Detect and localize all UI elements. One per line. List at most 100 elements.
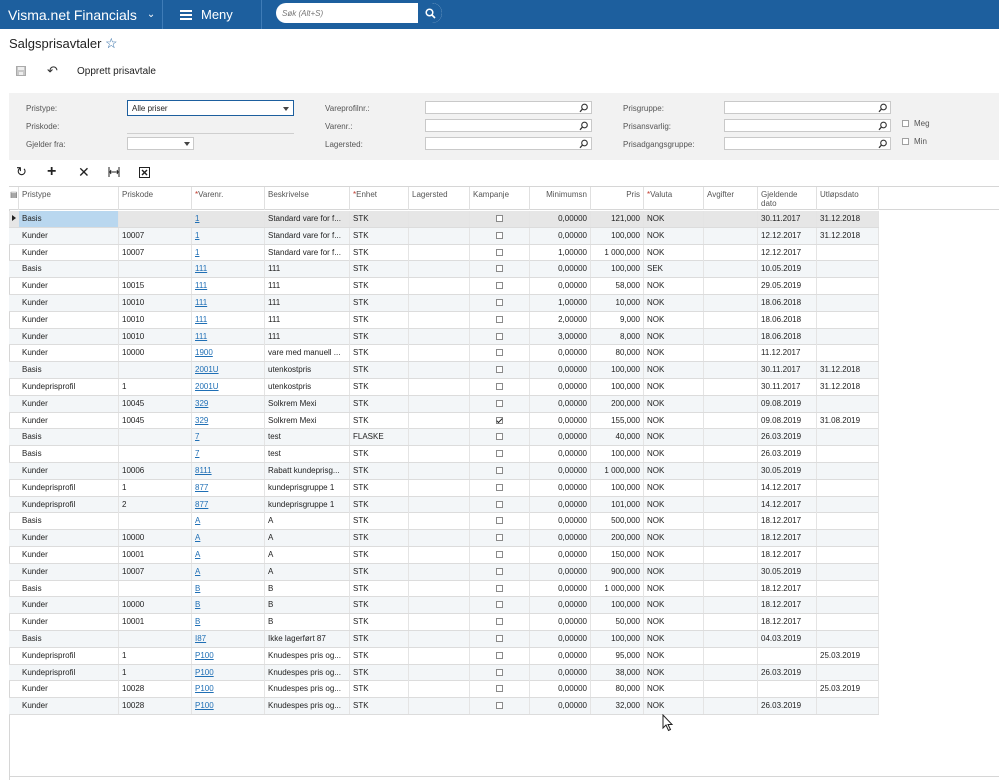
item-link[interactable]: 111	[195, 331, 208, 341]
cell-min[interactable]: 0,00000	[530, 479, 591, 496]
cell-cur[interactable]: NOK	[644, 211, 704, 227]
cell-camp[interactable]	[470, 311, 530, 328]
table-row[interactable]: Kunder 10010 111 111 STK 2,00000 9,000 NOK 18.06…	[9, 311, 879, 329]
cell-cur[interactable]: NOK	[644, 345, 704, 362]
kampanje-checkbox[interactable]	[496, 349, 503, 357]
cell-code[interactable]: 10045	[119, 412, 192, 429]
table-row[interactable]: Kunder 10001 B B STK 0,00000 50,000 NOK 18.12.20…	[9, 614, 879, 631]
cell-desc[interactable]: A	[265, 547, 350, 563]
table-row[interactable]: Kunder 10000 B B STK 0,00000 100,000 NOK 18.12.2…	[9, 597, 879, 615]
cell-cur[interactable]: NOK	[644, 479, 704, 496]
cell-item[interactable]: 1	[192, 211, 265, 227]
cell-desc[interactable]: B	[265, 580, 350, 597]
table-row[interactable]: Kundeprisprofil 2 877 kundeprisgruppe 1 STK 0…	[9, 496, 879, 514]
cell-price[interactable]: 101,000	[591, 496, 644, 513]
cell-to[interactable]	[817, 597, 879, 614]
cell-min[interactable]: 0,00000	[530, 211, 591, 227]
item-link[interactable]: I87	[195, 634, 207, 643]
kampanje-checkbox[interactable]	[496, 416, 503, 424]
cell-to[interactable]	[817, 328, 879, 345]
item-link[interactable]: 329	[195, 415, 209, 425]
cell-to[interactable]	[817, 278, 879, 295]
cell-cur[interactable]: NOK	[644, 395, 704, 412]
cell-price[interactable]: 50,000	[591, 614, 644, 631]
cell-fee[interactable]	[704, 345, 758, 362]
cell-to[interactable]	[817, 446, 879, 463]
cell-fee[interactable]	[704, 530, 758, 547]
item-link[interactable]: B	[195, 583, 201, 593]
cell-item[interactable]: P100	[192, 647, 265, 664]
cell-price[interactable]: 155,000	[591, 412, 644, 429]
cell-price[interactable]: 500,000	[591, 513, 644, 530]
varenr-field[interactable]	[425, 119, 592, 132]
cell-min[interactable]: 0,00000	[530, 278, 591, 295]
cell-from[interactable]: 18.06.2018	[758, 295, 817, 311]
cell-loc[interactable]	[409, 580, 470, 597]
item-link[interactable]: 8111	[195, 466, 212, 475]
cell-loc[interactable]	[409, 698, 470, 715]
cell-item[interactable]: 2001U	[192, 362, 265, 379]
cell-min[interactable]: 0,00000	[530, 547, 591, 563]
cell-from[interactable]	[758, 681, 817, 698]
column-settings-icon[interactable]: ▤	[9, 187, 19, 210]
cell-cur[interactable]: NOK	[644, 580, 704, 597]
cell-cur[interactable]: NOK	[644, 328, 704, 345]
cell-cur[interactable]: NOK	[644, 244, 704, 261]
cell-camp[interactable]	[470, 345, 530, 362]
cell-loc[interactable]	[409, 261, 470, 278]
cell-desc[interactable]: Solkrem Mexi	[265, 412, 350, 429]
cell-price[interactable]: 80,000	[591, 681, 644, 698]
kampanje-checkbox[interactable]	[496, 500, 503, 508]
cell-fee[interactable]	[704, 580, 758, 597]
item-link[interactable]: 2001U	[195, 365, 219, 375]
cell-type[interactable]: Basis	[19, 631, 119, 647]
cell-code[interactable]: 2	[119, 496, 192, 513]
col-valuta[interactable]: *Valuta	[644, 187, 704, 210]
cell-cur[interactable]: NOK	[644, 530, 704, 547]
cell-type[interactable]: Kundeprisprofil	[19, 479, 119, 496]
cell-fee[interactable]	[704, 429, 758, 446]
table-row[interactable]: Kundeprisprofil 1 P100 Knudespes pris og...…	[9, 664, 879, 682]
kampanje-checkbox[interactable]	[496, 534, 503, 542]
cell-type[interactable]: Kunder	[19, 244, 119, 261]
item-link[interactable]: 7	[195, 449, 200, 459]
cell-min[interactable]: 0,00000	[530, 463, 591, 479]
cell-fee[interactable]	[704, 446, 758, 463]
cell-unit[interactable]: STK	[350, 631, 409, 647]
kampanje-checkbox[interactable]	[496, 618, 503, 626]
table-row[interactable]: Kundeprisprofil 1 877 kundeprisgruppe 1 STK 0…	[9, 479, 879, 497]
cell-loc[interactable]	[409, 664, 470, 681]
cell-loc[interactable]	[409, 530, 470, 547]
cell-camp[interactable]	[470, 597, 530, 614]
cell-camp[interactable]	[470, 563, 530, 580]
cell-from[interactable]: 09.08.2019	[758, 412, 817, 429]
cell-item[interactable]: 1	[192, 244, 265, 261]
cell-fee[interactable]	[704, 547, 758, 563]
cell-item[interactable]: P100	[192, 698, 265, 715]
cell-item[interactable]: 1	[192, 227, 265, 244]
cell-to[interactable]	[817, 530, 879, 547]
cell-fee[interactable]	[704, 479, 758, 496]
cell-fee[interactable]	[704, 681, 758, 698]
cell-from[interactable]: 18.12.2017	[758, 597, 817, 614]
cell-camp[interactable]	[470, 412, 530, 429]
cell-from[interactable]: 26.03.2019	[758, 698, 817, 715]
table-row[interactable]: Kunder 10007 A A STK 0,00000 900,000 NOK 30.05.2…	[9, 563, 879, 581]
cell-cur[interactable]: SEK	[644, 261, 704, 278]
cell-loc[interactable]	[409, 395, 470, 412]
table-row[interactable]: Kunder 10006 8111 Rabatt kundeprisg... STK 0,…	[9, 463, 879, 480]
cell-to[interactable]	[817, 261, 879, 278]
table-row[interactable]: Kunder 10045 329 Solkrem Mexi STK 0,00000 200,…	[9, 395, 879, 413]
cell-cur[interactable]: NOK	[644, 311, 704, 328]
cell-unit[interactable]: STK	[350, 580, 409, 597]
item-link[interactable]: P100	[195, 701, 214, 711]
cell-to[interactable]	[817, 311, 879, 328]
cell-cur[interactable]: NOK	[644, 597, 704, 614]
cell-min[interactable]: 0,00000	[530, 412, 591, 429]
cell-fee[interactable]	[704, 597, 758, 614]
cell-camp[interactable]	[470, 227, 530, 244]
cell-type[interactable]: Kunder	[19, 681, 119, 698]
cell-from[interactable]: 04.03.2019	[758, 631, 817, 647]
cell-min[interactable]: 0,00000	[530, 631, 591, 647]
table-row[interactable]: Kunder 10007 1 Standard vare for f... STK 1,0…	[9, 244, 879, 262]
